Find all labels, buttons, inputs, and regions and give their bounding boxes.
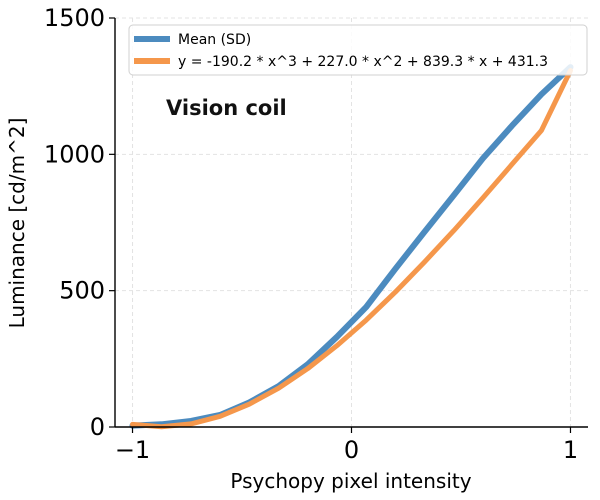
grid	[115, 17, 588, 428]
series-line-fit	[130, 68, 573, 430]
legend-label-mean: Mean (SD)	[178, 32, 251, 48]
annotation-vision-coil: Vision coil	[166, 96, 287, 120]
x-tick-label: 0	[344, 436, 359, 464]
y-tick-label: 1000	[44, 140, 105, 168]
legend: Mean (SD) y = -190.2 * x^3 + 227.0 * x^2…	[128, 24, 588, 76]
legend-box	[128, 24, 588, 76]
series-lines	[129, 64, 574, 430]
ticks: 0 500 1000 1500 −1 0 1	[44, 4, 578, 464]
x-axis-label: Psychopy pixel intensity	[230, 469, 471, 493]
y-tick-label: 500	[59, 277, 105, 305]
y-tick-label: 1500	[44, 4, 105, 32]
x-tick-label: 1	[563, 436, 578, 464]
x-tick-label: −1	[115, 436, 150, 464]
y-tick-label: 0	[90, 413, 105, 441]
legend-label-fit: y = -190.2 * x^3 + 227.0 * x^2 + 839.3 *…	[178, 54, 548, 70]
y-axis-label: Luminance [cd/m^2]	[5, 118, 29, 329]
